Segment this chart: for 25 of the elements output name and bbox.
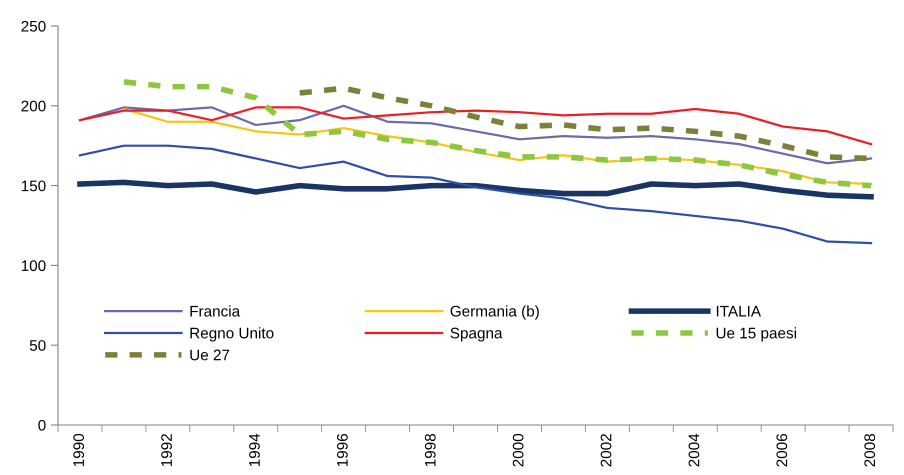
legend-label: Germania (b): [450, 305, 539, 320]
x-tick-label: 2004: [688, 434, 700, 467]
x-tick-label: 1992: [161, 434, 172, 466]
x-tick-label: 2000: [512, 434, 524, 467]
x-tick-label: 2008: [864, 434, 876, 467]
line-series: [78, 144, 872, 244]
x-tick-label: 2006: [776, 434, 788, 467]
legend-label: ITALIA: [716, 306, 762, 316]
y-tick-label: 150: [22, 180, 46, 192]
x-tick-label: 1996: [336, 434, 348, 466]
legend-label: Spagna: [450, 328, 502, 342]
x-tick-label: 1994: [249, 434, 260, 466]
y-tick-label: 0: [38, 420, 46, 431]
x-tick-label: 1990: [73, 434, 84, 466]
legend-label: Ue 27: [190, 350, 230, 360]
line-series: [78, 106, 872, 146]
legend-label: Francia: [190, 305, 240, 317]
x-tick-label: 2002: [600, 434, 612, 467]
legend-label: Regno Unito: [190, 327, 274, 342]
y-tick-label: 50: [30, 340, 46, 351]
y-tick-label: 250: [21, 20, 46, 32]
y-tick-label: 100: [22, 260, 46, 272]
legend-label: Ue 15 paesi: [716, 327, 796, 342]
y-tick-label: 200: [21, 100, 46, 112]
x-tick-label: 1998: [424, 434, 436, 466]
